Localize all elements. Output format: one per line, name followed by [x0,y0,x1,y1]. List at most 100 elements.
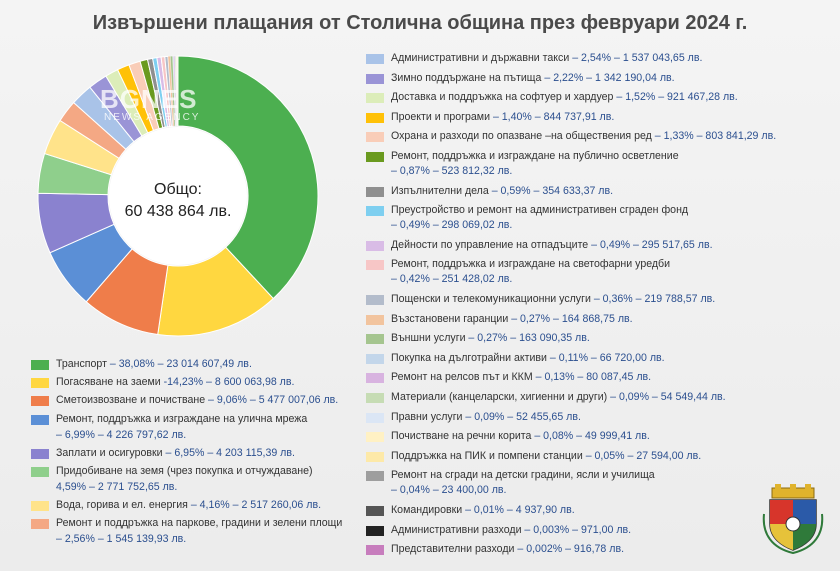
legend-value: -14,23% – 8 600 063,98 лв. [160,376,295,389]
legend-label: Ремонт, поддръжка и изграждане на публич… [391,150,679,162]
legend-value: – 0,27% – 163 090,35 лв. [465,332,590,345]
legend-value: – 0,59% – 354 633,37 лв. [488,184,614,197]
legend-swatch [366,206,384,217]
legend-label: Административни и държавни такси [391,52,570,64]
legend-text: Пощенски и телекомуникационни услуги – 0… [391,293,715,305]
legend-text: Заплати и осигуровки – 6,95% – 4 203 115… [56,447,295,459]
legend-label: Материали (канцеларски, хигиенни и други… [391,391,608,403]
legend-text: Ремонт на сгради на детски градини, ясли… [391,469,655,481]
legend-value: – 2,56% – 1 545 139,93 лв. [56,533,187,546]
legend-text: Командировки – 0,01% – 4 937,90 лв. [391,504,575,516]
legend-label: Сметоизвозване и почистване [56,394,206,407]
legend-text: Охрана и разходи по опазване –на обществ… [391,130,776,142]
legend-value: – 0,27% – 164 868,75 лв. [508,312,633,325]
legend-value: 4,59% – 2 771 752,65 лв. [56,481,178,493]
legend-text: Ремонт на релсов път и ККМ – 0,13% – 80 … [391,371,651,383]
legend-label: Представителни разходи [391,543,515,556]
legend-value: – 0,13% – 80 087,45 лв. [532,371,652,384]
legend-label: Почистване на речни корита [391,430,532,443]
center-total: 60 438 864 лв. [125,203,232,220]
legend-swatch [366,93,384,104]
legend-label: Проекти и програми [391,110,490,123]
legend-label: Ремонт на релсов път и ККМ [391,371,533,384]
legend-left: Транспорт – 38,08% – 23 014 607,49 лв. По… [31,358,371,558]
legend-swatch [31,519,49,530]
legend-value: – 0,49% – 298 069,02 лв. [391,219,513,232]
legend-swatch [366,506,384,516]
legend-text: Преустройство и ремонт на административе… [391,204,688,216]
legend-swatch [366,432,384,443]
legend-value: – 1,40% – 844 737,91 лв. [490,110,615,123]
legend-label: Изпълнителни дела [391,184,489,197]
legend-label: Покупка на дълготрайни активи [391,351,547,364]
legend-swatch [366,545,384,556]
legend-text: Погасяване на заеми -14,23% – 8 600 063,… [56,376,294,388]
legend-swatch [366,451,384,462]
legend-swatch [31,360,49,370]
legend-swatch [31,467,49,477]
legend-text: Ремонт, поддръжка и изграждане на улична… [56,413,307,425]
legend-label: Ремонт и поддръжка на паркове, градини и… [56,517,343,530]
legend-text: Зимно поддържане на пътища – 2,22% – 1 3… [391,72,675,84]
legend-swatch [366,393,384,403]
legend-text: Транспорт – 38,08% – 23 014 607,49 лв. [56,358,252,370]
donut-slice-0 [177,55,319,300]
legend-swatch [31,448,49,459]
legend-label: Вода, горива и ел. енергия [56,499,188,512]
watermark-logo: BGNES [100,84,198,114]
legend-value: – 0,87% – 523 812,32 лв. [391,165,513,177]
legend-label: Ремонт, поддръжка и изграждане на улична… [56,412,308,425]
legend-text: Ремонт и поддръжка на паркове, градини и… [56,517,342,529]
legend-value: – 9,06% – 5 477 007,06 лв. [205,394,339,407]
legend-text: Изпълнителни дела – 0,59% – 354 633,37 л… [391,185,613,197]
legend-text: Придобиване на земя (чрез покупка и отчу… [56,465,313,477]
legend-swatch [31,396,49,407]
legend-swatch [366,314,384,325]
legend-value: – 2,54% – 1 537 043,65 лв. [569,52,703,64]
legend-text: Дейности по управление на отпадъците – 0… [391,239,713,251]
legend-label: Придобиване на земя (чрез покупка и отчу… [56,465,313,477]
legend-label: Поддръжка на ПИК и помпени станции [391,449,583,462]
legend-value: – 1,52% – 921 467,28 лв. [613,91,738,104]
legend-swatch [366,240,384,251]
legend-text: Възстановени гаранции – 0,27% – 164 868,… [391,313,633,325]
legend-label: Пощенски и телекомуникационни услуги [391,293,591,305]
legend-text: Външни услуги – 0,27% – 163 090,35 лв. [391,332,590,344]
legend-swatch [366,260,384,271]
legend-text: Доставка и поддръжка на софтуер и хардуе… [391,91,738,103]
legend-text: Вода, горива и ел. енергия – 4,16% – 2 5… [56,499,321,511]
legend-label: Зимно поддържане на пътища [391,71,542,84]
legend-label: Външни услуги [391,332,466,345]
legend-value: – 0,09% – 54 549,44 лв. [607,391,726,403]
legend-label: Погасяване на заеми [56,376,161,389]
legend-value: – 0,002% – 916,78 лв. [514,543,625,556]
legend-label: Възстановени гаранции [391,312,509,325]
legend-label: Ремонт на сгради на детски градини, ясли… [391,469,655,482]
sofia-coat-of-arms-icon [762,484,824,554]
legend-value: – 38,08% – 23 014 607,49 лв. [106,358,252,370]
legend-swatch [31,414,49,425]
legend-text: Почистване на речни корита – 0,08% – 49 … [391,430,650,442]
legend-value: – 0,01% – 4 937,90 лв. [462,504,575,516]
chart-title: Извършени плащания от Столична община пр… [92,12,748,34]
legend-swatch [366,412,384,423]
legend-swatch [31,378,49,389]
center-label: Общо: [154,181,202,198]
legend-label: Командировки [391,504,463,516]
legend-text: Проекти и програми – 1,40% – 844 737,91 … [391,111,614,123]
legend-label: Доставка и поддръжка на софтуер и хардуе… [391,91,614,104]
legend-value: – 0,04% – 23 400,00 лв. [391,484,507,497]
legend-swatch [366,152,384,162]
legend-text: Ремонт, поддръжка и изграждане на публич… [391,150,679,162]
legend-label: Заплати и осигуровки [56,446,163,459]
legend-value: – 0,49% – 295 517,65 лв. [588,238,713,251]
legend-text: Административни разходи – 0,003% – 971,0… [391,524,631,536]
legend-text: Ремонт, поддръжка и изграждане на светоф… [391,258,670,270]
legend-value: – 1,33% – 803 841,29 лв. [651,130,777,143]
legend-swatch [366,334,384,345]
legend-swatch [366,112,384,123]
legend-swatch [366,471,384,482]
legend-swatch [366,353,384,364]
legend-value: – 0,003% – 971,00 лв. [521,523,632,536]
legend-value: – 0,42% – 251 428,02 лв. [391,273,513,286]
